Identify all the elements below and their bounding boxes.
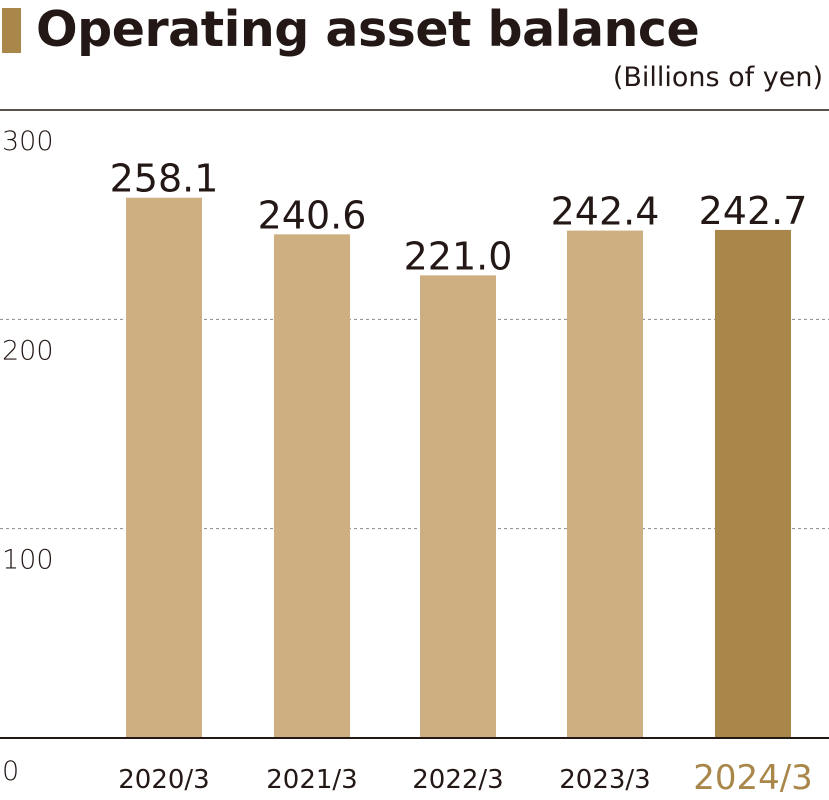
bar-2020/3 (126, 197, 202, 738)
y-tick-label-0: 0 (2, 756, 19, 787)
x-tick-label-2021/3: 2021/3 (266, 765, 357, 795)
x-tick-label-2022/3: 2022/3 (412, 765, 503, 795)
value-label-2022/3: 221.0 (404, 234, 513, 278)
x-tick-label-2023/3: 2023/3 (559, 765, 650, 795)
bar-2023/3 (567, 230, 643, 739)
y-tick-label-200: 200 (2, 335, 54, 366)
unit-label: (Billions of yen) (612, 62, 823, 93)
chart-title: Operating asset balance (36, 1, 700, 58)
y-tick-label-300: 300 (2, 126, 54, 157)
bar-2024/3 (715, 229, 791, 738)
value-label-2021/3: 240.6 (258, 193, 367, 237)
x-tick-label-2024/3: 2024/3 (693, 758, 813, 798)
title-accent-bar (2, 8, 21, 53)
value-label-2024/3: 242.7 (699, 189, 808, 233)
value-label-2023/3: 242.4 (551, 190, 660, 234)
value-label-2020/3: 258.1 (110, 157, 219, 201)
y-tick-label-100: 100 (2, 545, 54, 576)
x-tick-label-2020/3: 2020/3 (118, 765, 209, 795)
bar-2022/3 (420, 275, 496, 738)
bar-2021/3 (274, 234, 350, 738)
